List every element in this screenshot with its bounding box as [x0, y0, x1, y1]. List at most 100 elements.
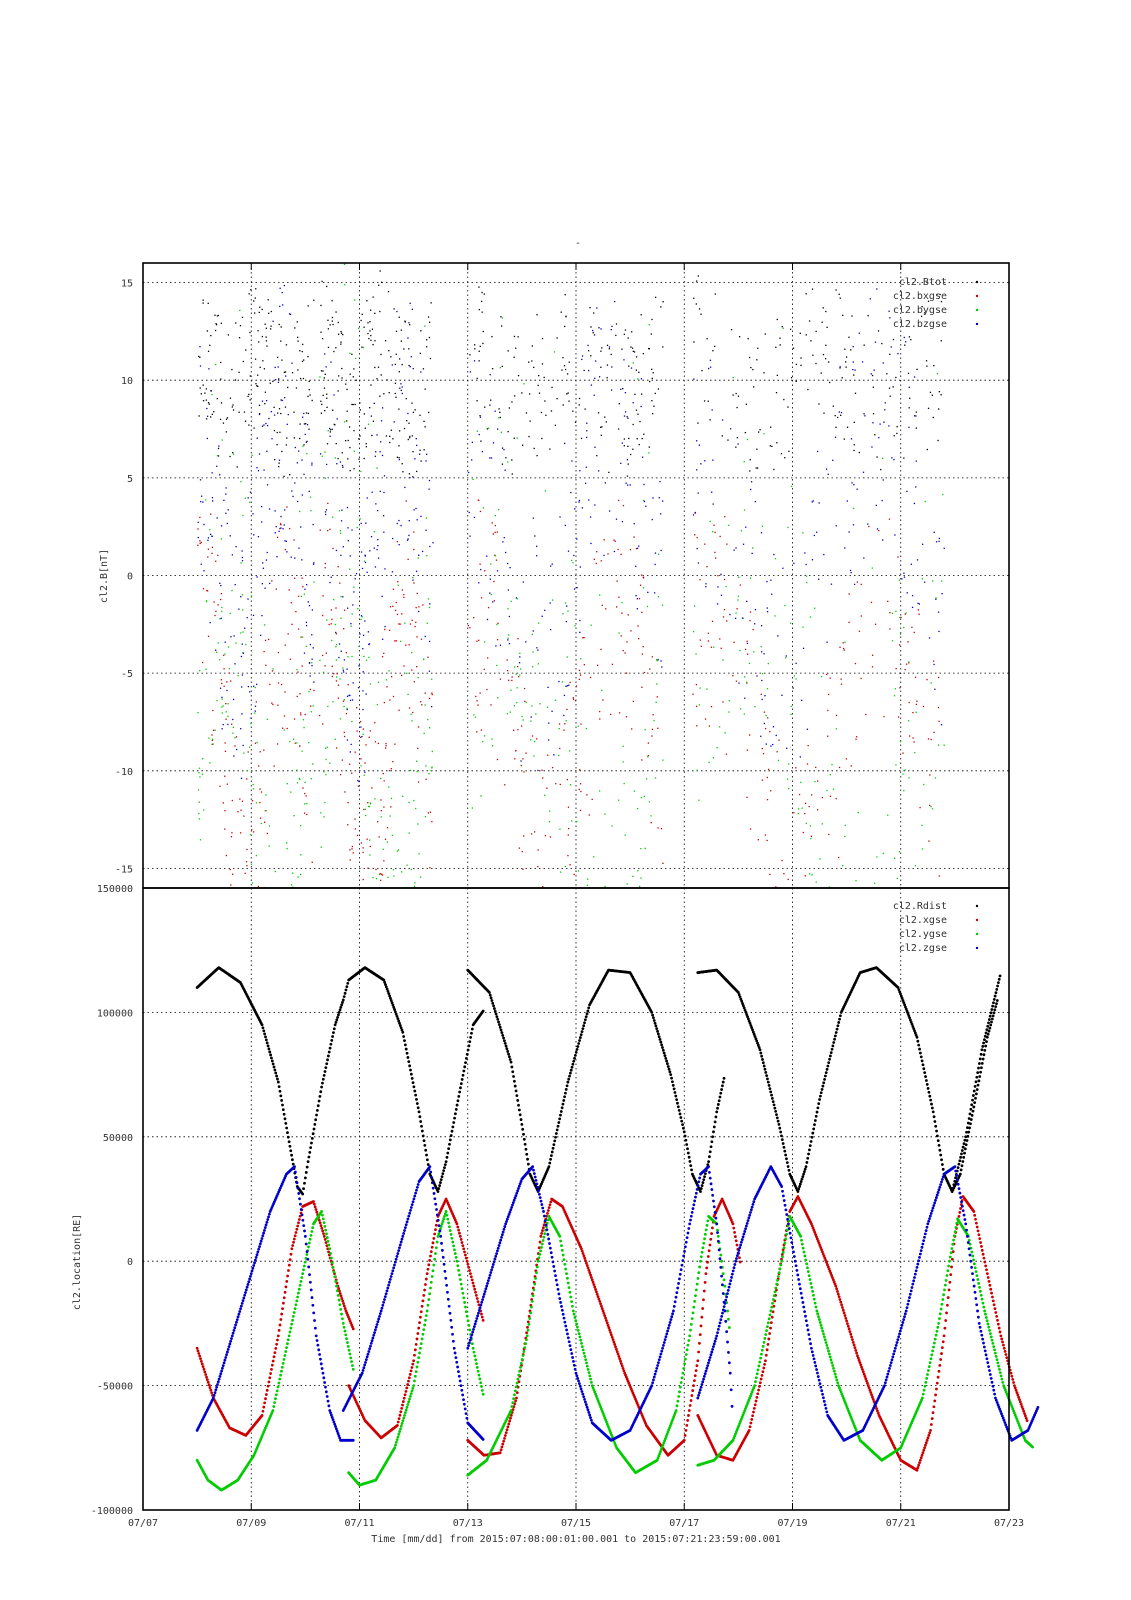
data-point [563, 694, 566, 697]
data-point [580, 1247, 583, 1251]
data-point [533, 447, 535, 450]
data-point [400, 389, 402, 391]
data-point [416, 592, 418, 595]
data-point [507, 431, 509, 433]
data-point [919, 1055, 923, 1059]
data-point [538, 1240, 542, 1244]
data-point [836, 1290, 839, 1293]
data-point [463, 1250, 466, 1254]
data-point [711, 620, 714, 623]
data-point [259, 817, 262, 819]
data-point [492, 1007, 496, 1010]
data-point [326, 443, 329, 445]
data-point [701, 369, 703, 372]
data-point [781, 859, 783, 862]
data-point [325, 773, 327, 776]
data-point [341, 509, 343, 511]
data-point [592, 1283, 596, 1287]
data-point [349, 446, 351, 449]
data-point [726, 620, 728, 622]
data-point [709, 359, 712, 361]
data-point [525, 1152, 529, 1156]
data-point [878, 436, 880, 439]
data-point [732, 376, 734, 379]
data-point [754, 705, 756, 708]
data-point [908, 407, 910, 409]
data-point [593, 856, 595, 858]
data-point [869, 298, 871, 300]
data-point [310, 711, 312, 713]
data-point [425, 778, 427, 780]
data-point [489, 374, 491, 376]
data-point [714, 345, 716, 348]
data-point [651, 368, 653, 370]
data-point [269, 1053, 273, 1057]
data-point [250, 863, 253, 865]
data-point [292, 738, 295, 740]
data-point [876, 856, 878, 858]
data-point [299, 745, 301, 747]
data-point [559, 747, 561, 750]
data-point [286, 1338, 290, 1342]
data-point [991, 1299, 995, 1303]
data-point [336, 463, 338, 465]
data-point [854, 369, 856, 371]
data-point [369, 845, 371, 848]
data-point [921, 848, 924, 850]
data-point [639, 420, 641, 423]
data-point [508, 634, 510, 636]
data-point [329, 1042, 333, 1046]
data-point [991, 1004, 995, 1008]
data-point [272, 1355, 276, 1359]
data-point [360, 726, 362, 728]
data-point [227, 334, 230, 336]
data-point [606, 377, 608, 379]
data-point [611, 366, 613, 368]
data-point [536, 738, 538, 740]
data-point [652, 497, 654, 499]
data-point [625, 716, 628, 718]
data-point [362, 728, 365, 730]
data-point [497, 622, 499, 624]
data-point [320, 331, 322, 333]
data-point [693, 297, 695, 299]
data-point [544, 400, 546, 402]
data-point [768, 1332, 772, 1335]
data-point [203, 809, 205, 811]
data-point [362, 708, 364, 711]
data-point [238, 337, 241, 339]
data-point [928, 1094, 932, 1098]
data-point [535, 713, 537, 715]
data-point [291, 1318, 294, 1322]
data-point [932, 660, 935, 662]
data-point [541, 363, 544, 365]
data-point [969, 1107, 973, 1111]
data-point [247, 395, 249, 397]
data-point [815, 766, 817, 769]
data-point [496, 758, 499, 761]
data-point [921, 1451, 925, 1455]
data-point [471, 807, 474, 809]
data-point [496, 664, 498, 667]
data-point [366, 497, 368, 499]
data-point [365, 443, 367, 445]
data-point [516, 437, 518, 439]
data-point [247, 751, 249, 753]
data-point [361, 313, 363, 315]
data-point [381, 454, 384, 457]
data-point [383, 491, 385, 494]
data-point [872, 413, 875, 415]
data-point [292, 1311, 296, 1314]
data-point [905, 1009, 909, 1013]
data-point [934, 777, 937, 779]
data-point [974, 1096, 977, 1100]
data-point [277, 682, 280, 684]
data-point [265, 336, 267, 338]
data-point [764, 695, 766, 697]
data-point [744, 697, 746, 699]
data-point [614, 1345, 617, 1349]
data-point [864, 415, 866, 417]
data-point [286, 847, 288, 850]
data-point [621, 601, 623, 604]
data-point [756, 359, 758, 361]
